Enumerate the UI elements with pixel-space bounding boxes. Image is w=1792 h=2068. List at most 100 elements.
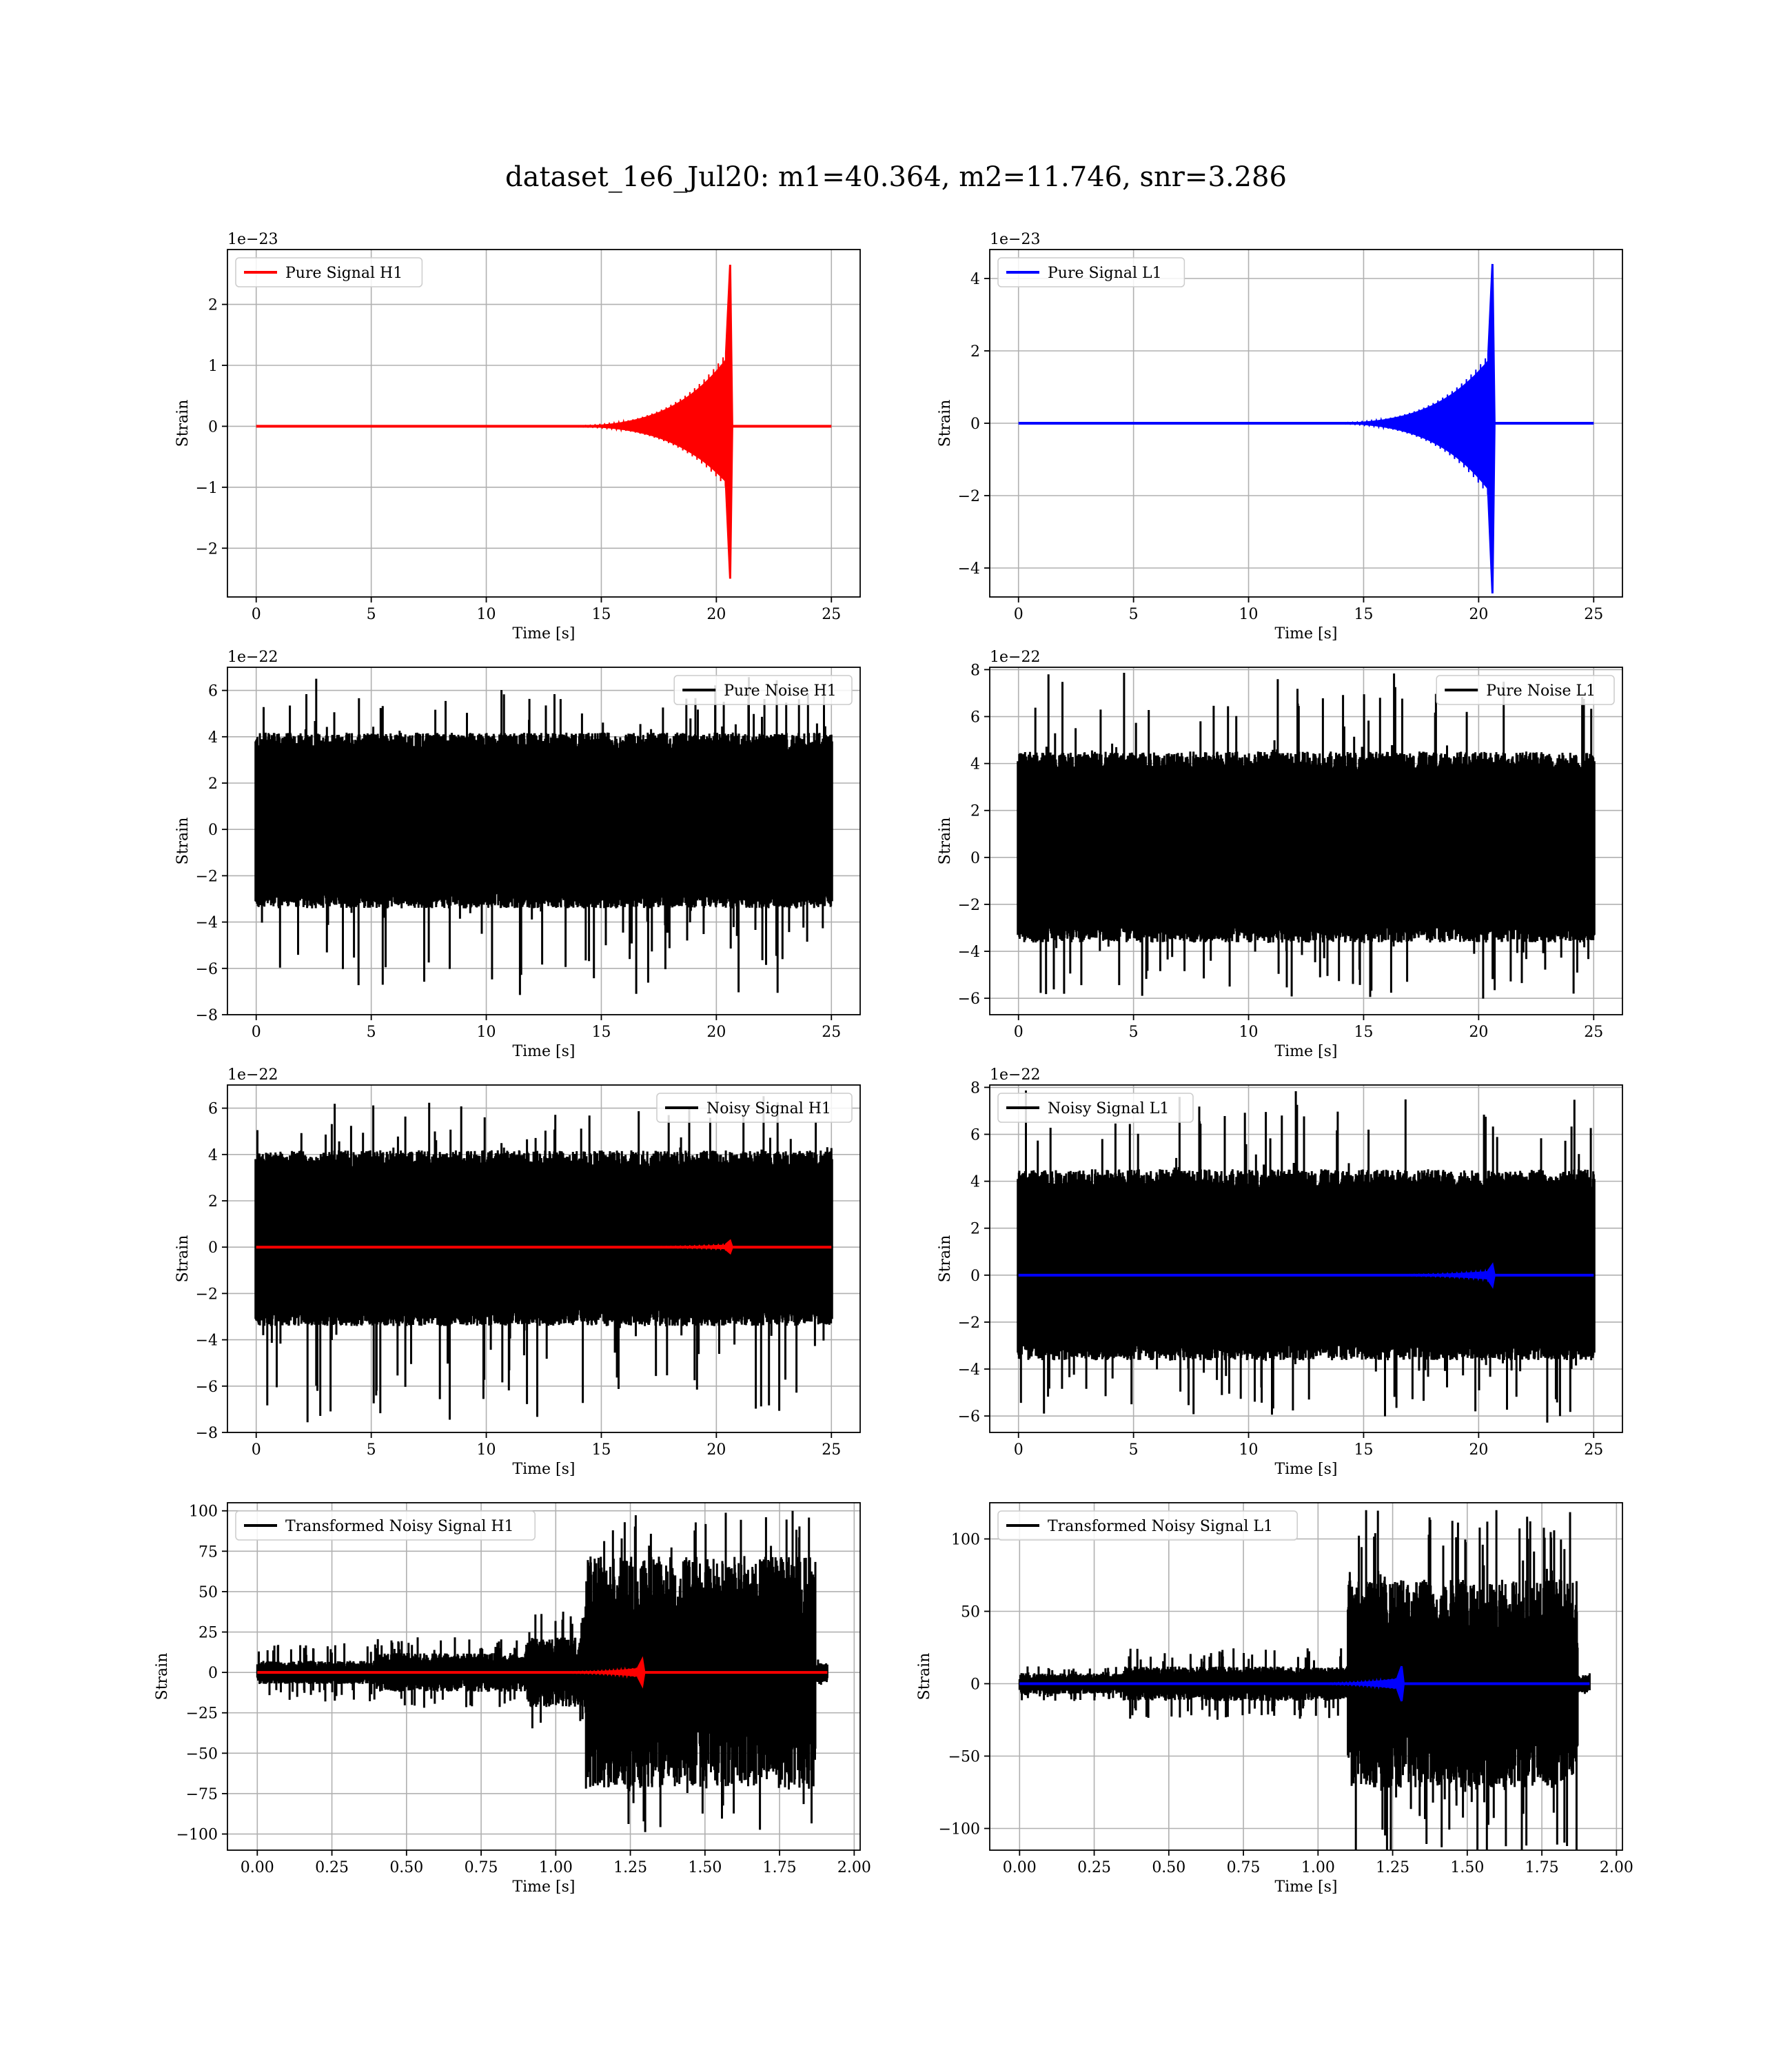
x-tick-label: 0.00: [241, 1859, 274, 1876]
series-overlay-1: [257, 1656, 828, 1689]
axes-frame: [227, 249, 861, 598]
chirp-merger-spike: [1487, 1262, 1496, 1289]
y-tick-label: 75: [198, 1543, 218, 1561]
x-axis-label: Time [s]: [1274, 1878, 1337, 1896]
y-tick-label: −100: [939, 1821, 980, 1838]
y-tick-label: −4: [958, 560, 980, 578]
y-tick-label: 1: [208, 358, 218, 375]
x-tick-label: 5: [1129, 606, 1139, 623]
x-tick-label: 10: [477, 1024, 496, 1041]
y-tick-label: −2: [958, 488, 980, 505]
legend: Transformed Noisy Signal L1: [997, 1510, 1298, 1541]
y-tick-label: −100: [176, 1827, 218, 1844]
series-noisy-signal-l1: [1017, 1091, 1596, 1423]
y-tick-label: 4: [970, 271, 980, 288]
series-overlay-1: [1018, 1262, 1594, 1289]
x-tick-label: 0: [1014, 1024, 1024, 1041]
plot-area: [256, 1510, 828, 1832]
x-tick-label: 0: [1014, 606, 1024, 623]
x-tick-label: 5: [1129, 1441, 1139, 1459]
x-tick-label: 0: [252, 1024, 261, 1041]
y-tick-label: 6: [208, 683, 218, 700]
legend-frame: [997, 1093, 1194, 1123]
x-axis-label: Time [s]: [512, 625, 575, 642]
x-tick-label: 15: [591, 1441, 611, 1459]
y-tick-label: 0: [970, 416, 980, 433]
y-offset-text: 1e−22: [227, 649, 278, 666]
axes-frame: [227, 1084, 861, 1433]
plot-area: [254, 677, 833, 995]
y-tick-label: −6: [958, 1408, 980, 1426]
chirp-oscillation: [469, 1666, 643, 1679]
x-tick-label: 25: [1584, 1024, 1603, 1041]
axes-frame: [989, 1502, 1623, 1851]
x-tick-label: 25: [822, 1441, 841, 1459]
x-tick-label: 1.25: [613, 1859, 647, 1876]
y-tick-label: −50: [948, 1749, 980, 1766]
legend: Noisy Signal L1: [997, 1093, 1194, 1123]
y-tick-label: 0: [970, 1676, 980, 1694]
y-tick-label: −4: [196, 915, 218, 932]
subplots: 0 5 10 15 20 25 −2 −1 0 1 2 Time [s] Strain 1e−23 Pure…: [154, 231, 1633, 1896]
legend-label: Pure Signal L1: [1048, 265, 1162, 282]
y-tick-label: −6: [958, 991, 980, 1008]
y-tick-label: −1: [196, 480, 218, 497]
x-tick-label: 20: [706, 606, 726, 623]
figure-title: dataset_1e6_Jul20: m1=40.364, m2=11.746,…: [505, 161, 1287, 193]
chirp-merger-spike: [724, 265, 733, 579]
legend-frame: [997, 1510, 1298, 1541]
x-tick-label: 0.25: [315, 1859, 349, 1876]
series-pure-noise-l1: [1017, 673, 1596, 999]
x-tick-label: 10: [1239, 1441, 1259, 1459]
series-overlay-1: [256, 1239, 832, 1255]
x-axis-label: Time [s]: [512, 1878, 575, 1896]
y-tick-label: −2: [196, 1286, 218, 1303]
chirp-envelope: [1279, 354, 1493, 496]
y-tick-label: −75: [186, 1786, 218, 1803]
x-tick-label: 25: [822, 1024, 841, 1041]
legend: Pure Signal H1: [235, 257, 423, 287]
plot-area: [1018, 1510, 1591, 1850]
chirp-oscillation: [1279, 352, 1494, 502]
x-tick-label: 1.00: [1301, 1859, 1335, 1876]
x-tick-label: 1.75: [1525, 1859, 1559, 1876]
x-tick-label: 10: [1239, 1024, 1259, 1041]
y-tick-label: 2: [970, 803, 980, 820]
y-tick-label: 0: [208, 1665, 218, 1682]
y-offset-text: 1e−22: [990, 649, 1040, 666]
plot-area: [256, 265, 832, 579]
x-tick-label: 20: [706, 1024, 726, 1041]
y-tick-label: 0: [208, 418, 218, 436]
y-tick-label: 100: [189, 1503, 218, 1521]
legend-label: Pure Noise L1: [1486, 682, 1596, 700]
y-offset-text: 1e−23: [990, 231, 1040, 248]
plot-area: [1017, 1091, 1596, 1423]
legend-frame: [656, 1093, 853, 1123]
axes-frame: [989, 1084, 1623, 1433]
legend: Noisy Signal H1: [656, 1093, 853, 1123]
x-tick-label: 15: [591, 606, 611, 623]
y-tick-label: −4: [196, 1332, 218, 1350]
legend: Pure Noise H1: [673, 675, 853, 705]
chirp-oscillation: [516, 1242, 731, 1251]
chirp-oscillation: [516, 350, 731, 492]
x-tick-label: 10: [477, 606, 496, 623]
x-axis-label: Time [s]: [1274, 625, 1337, 642]
x-tick-label: 15: [591, 1024, 611, 1041]
x-tick-label: 1.50: [1450, 1859, 1484, 1876]
y-tick-label: −8: [196, 1425, 218, 1442]
x-tick-label: 5: [367, 1441, 376, 1459]
y-axis-label: Strain: [174, 1235, 192, 1283]
y-tick-label: −8: [196, 1007, 218, 1024]
x-tick-label: 1.00: [539, 1859, 573, 1876]
axes-frame: [227, 1502, 861, 1851]
y-axis-label: Strain: [174, 400, 192, 447]
x-axis-label: Time [s]: [1274, 1043, 1337, 1060]
y-tick-label: −4: [958, 944, 980, 961]
y-tick-label: −4: [958, 1361, 980, 1379]
x-tick-label: 25: [1584, 606, 1603, 623]
y-tick-label: 4: [208, 729, 218, 747]
x-tick-label: 0: [1014, 1441, 1024, 1459]
legend-frame: [235, 257, 423, 287]
